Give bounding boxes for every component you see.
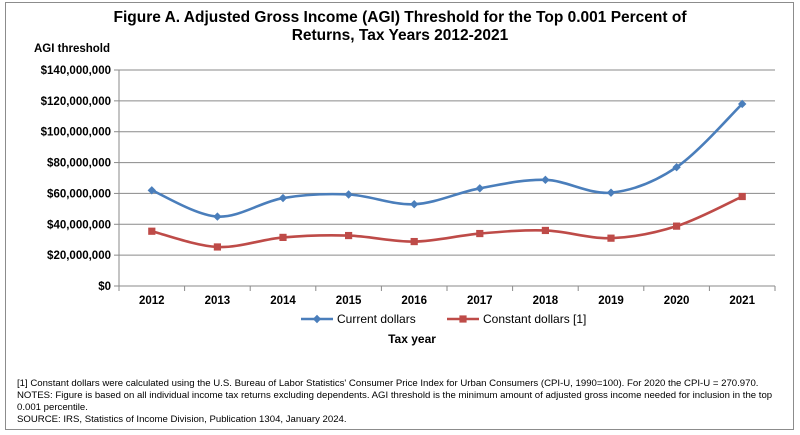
current-dollars-point (213, 212, 222, 221)
notes-text: NOTES: Figure is based on all individual… (17, 390, 773, 413)
y-tick-label: $0 (98, 281, 111, 293)
figure-notes: [1] Constant dollars were calculated usi… (17, 378, 787, 426)
x-tick-label: 2021 (729, 295, 755, 307)
legend-label-constant-dollars: Constant dollars [1] (483, 312, 586, 326)
constant-dollars-point (148, 227, 156, 235)
current-dollars-point (147, 186, 156, 195)
x-tick-label: 2020 (664, 295, 690, 307)
y-tick-label: $120,000,000 (41, 96, 111, 108)
x-tick-label: 2013 (205, 295, 231, 307)
x-tick-label: 2017 (467, 295, 493, 307)
y-tick-label: $140,000,000 (41, 65, 111, 77)
legend: Current dollars Constant dollars [1] (301, 312, 586, 326)
x-tick-labels: 2012 2013 2014 2015 2016 2017 2018 2019 2020 2021 (139, 295, 756, 307)
line-chart: Figure A. Adjusted Gross Income (AGI) Th… (34, 9, 776, 346)
x-axis-label: Tax year (388, 332, 436, 346)
x-tick-label: 2018 (533, 295, 559, 307)
x-tick-label: 2019 (598, 295, 624, 307)
y-tick-label: $60,000,000 (47, 188, 111, 200)
x-tick-label: 2012 (139, 295, 165, 307)
current-dollars-point (278, 193, 288, 203)
legend-label-current-dollars: Current dollars (337, 312, 416, 326)
chart-title-line-2: Returns, Tax Years 2012-2021 (292, 27, 509, 44)
current-dollars-point (475, 184, 484, 193)
constant-dollars-point (607, 234, 615, 242)
y-tick-label: $80,000,000 (47, 158, 111, 170)
source-text: SOURCE: IRS, Statistics of Income Divisi… (17, 414, 347, 425)
chart-title-line-1: Figure A. Adjusted Gross Income (AGI) Th… (113, 9, 687, 26)
y-axis-label: AGI threshold (34, 43, 110, 55)
constant-dollars-point (279, 233, 287, 241)
constant-dollars-point (213, 243, 221, 251)
y-tick-labels: $0 $20,000,000 $40,000,000 $60,000,000 $80,0… (41, 65, 111, 293)
current-dollars-point (541, 175, 550, 185)
x-tick-label: 2015 (336, 295, 362, 307)
constant-dollars-line (151, 195, 743, 249)
current-dollars-line (151, 103, 744, 218)
series-lines (147, 99, 747, 251)
x-tick-label: 2016 (401, 295, 427, 307)
current-dollars-point (738, 99, 747, 109)
gridlines (119, 69, 775, 256)
constant-dollars-point (738, 192, 746, 201)
constant-dollars-point (476, 229, 484, 238)
constant-dollars-point (410, 237, 418, 246)
y-tick-label: $40,000,000 (47, 219, 111, 231)
figure-frame (5, 2, 794, 430)
legend-marker-current-dollars (312, 314, 322, 324)
y-tick-label: $100,000,000 (41, 127, 111, 139)
constant-dollars-point (541, 226, 549, 235)
legend-marker-constant-dollars (459, 315, 467, 323)
y-tick-label: $20,000,000 (47, 250, 111, 262)
footnote-constant-dollars: [1] Constant dollars were calculated usi… (17, 378, 759, 389)
current-dollars-point (344, 190, 353, 199)
current-dollars-point (410, 200, 419, 209)
current-dollars-point (606, 188, 616, 197)
constant-dollars-point (345, 231, 353, 240)
axes (114, 69, 776, 291)
constant-dollars-point (673, 222, 681, 230)
x-tick-label: 2014 (270, 295, 296, 307)
current-dollars-point (672, 163, 681, 172)
